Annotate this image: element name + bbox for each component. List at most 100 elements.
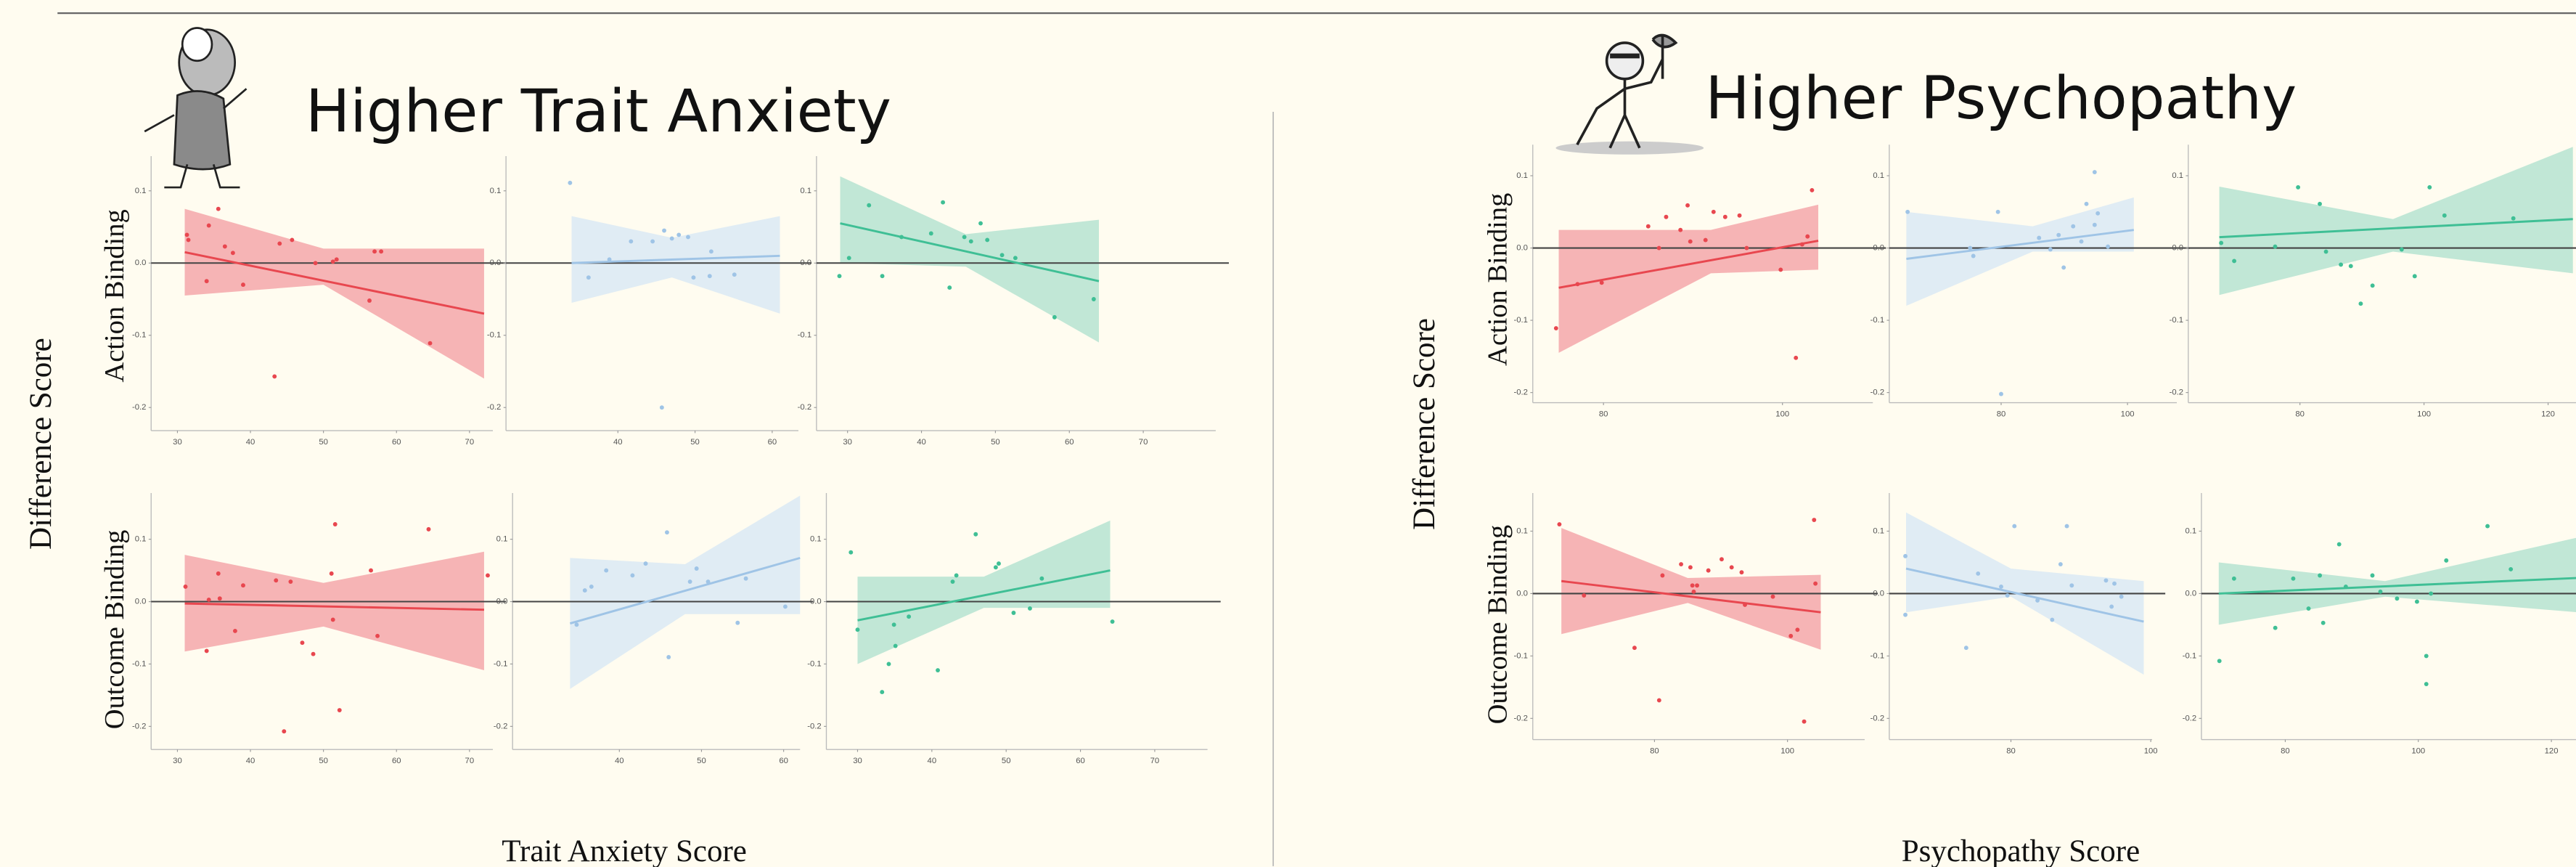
point [2065, 524, 2069, 529]
point [947, 285, 952, 290]
point [1679, 562, 1683, 566]
point [706, 579, 711, 584]
point [372, 249, 377, 253]
point [1052, 315, 1057, 319]
point [2307, 606, 2311, 611]
point [379, 249, 383, 253]
point [1632, 646, 1637, 650]
point [2085, 202, 2089, 206]
x-tick-label: 30 [173, 438, 182, 447]
point [1788, 634, 1793, 638]
point [1999, 392, 2003, 396]
point [241, 282, 245, 287]
point [369, 569, 373, 573]
y-tick-label: -0.2 [1870, 388, 1884, 397]
point [290, 237, 294, 242]
y-tick-label: -0.2 [132, 403, 146, 412]
point [277, 241, 282, 245]
point [936, 668, 940, 672]
point [1582, 593, 1586, 598]
x-tick-label: 70 [465, 757, 475, 765]
x-tick-label: 80 [1599, 410, 1608, 418]
x-tick-label: 40 [928, 757, 937, 765]
y-tick-label: -0.2 [807, 722, 821, 730]
y-tick-label: 0.1 [2172, 171, 2183, 180]
point [2291, 577, 2295, 581]
point [207, 224, 211, 228]
point [1903, 554, 1908, 558]
point [1657, 698, 1661, 702]
y-tick-label: 0.1 [800, 187, 811, 195]
point [331, 618, 335, 622]
point [941, 200, 945, 205]
point [274, 578, 278, 582]
y-tick-label: -0.1 [1513, 651, 1527, 660]
point [218, 596, 222, 601]
point [1812, 518, 1816, 522]
point [184, 585, 188, 589]
point [880, 690, 884, 694]
point [288, 579, 293, 584]
point [608, 257, 612, 261]
point [1968, 246, 1972, 251]
y-tick-label: -0.1 [487, 331, 501, 340]
point [665, 530, 669, 534]
point [583, 588, 587, 593]
y-tick-label: 0.1 [496, 535, 508, 544]
right-y-label: Difference Score [1407, 318, 1442, 530]
y-tick-label: -0.2 [494, 722, 507, 730]
point [1802, 720, 1807, 724]
point [427, 527, 431, 532]
point [2080, 240, 2084, 244]
x-tick-label: 100 [2411, 746, 2425, 755]
point [1039, 577, 1044, 581]
point [1743, 603, 1747, 607]
point [2296, 185, 2300, 190]
point [985, 237, 989, 242]
point [1971, 254, 1976, 259]
x-tick-label: 70 [1150, 757, 1160, 765]
x-tick-label: 30 [853, 757, 862, 765]
point [1720, 557, 1724, 561]
point [670, 237, 674, 241]
point [1771, 595, 1775, 599]
x-tick-label: 60 [779, 757, 788, 765]
x-tick-label: 60 [1076, 757, 1085, 765]
point [2337, 542, 2342, 547]
right-row-label: Action Binding [1483, 193, 1513, 366]
y-tick-label: 0.1 [1873, 526, 1884, 535]
point [2344, 585, 2348, 589]
point [1692, 590, 1696, 594]
x-tick-label: 30 [173, 757, 182, 765]
point [2427, 185, 2432, 190]
point [2371, 283, 2375, 288]
point [1813, 582, 1817, 586]
point [2508, 567, 2513, 571]
x-tick-label: 80 [2006, 746, 2016, 755]
left-x-label: Trait Anxiety Score [502, 834, 747, 867]
point [589, 585, 594, 589]
point [2321, 621, 2326, 625]
y-tick-label: -0.1 [798, 331, 811, 340]
point [2429, 591, 2433, 595]
x-tick-label: 80 [1997, 410, 2006, 418]
point [568, 181, 572, 185]
point [2324, 250, 2328, 254]
point [630, 574, 634, 578]
point [1600, 280, 1604, 285]
y-tick-label: 0.1 [810, 535, 822, 544]
point [330, 571, 334, 576]
point [486, 574, 490, 578]
point [650, 239, 655, 243]
point [2093, 170, 2097, 174]
point [2442, 213, 2447, 218]
point [962, 235, 967, 240]
point [899, 235, 904, 240]
point [2048, 248, 2053, 252]
point [2069, 583, 2074, 587]
point [1660, 574, 1664, 578]
point [1706, 569, 1711, 573]
point [978, 221, 983, 226]
left-row-label: Outcome Binding [99, 530, 130, 730]
point [2119, 595, 2124, 599]
